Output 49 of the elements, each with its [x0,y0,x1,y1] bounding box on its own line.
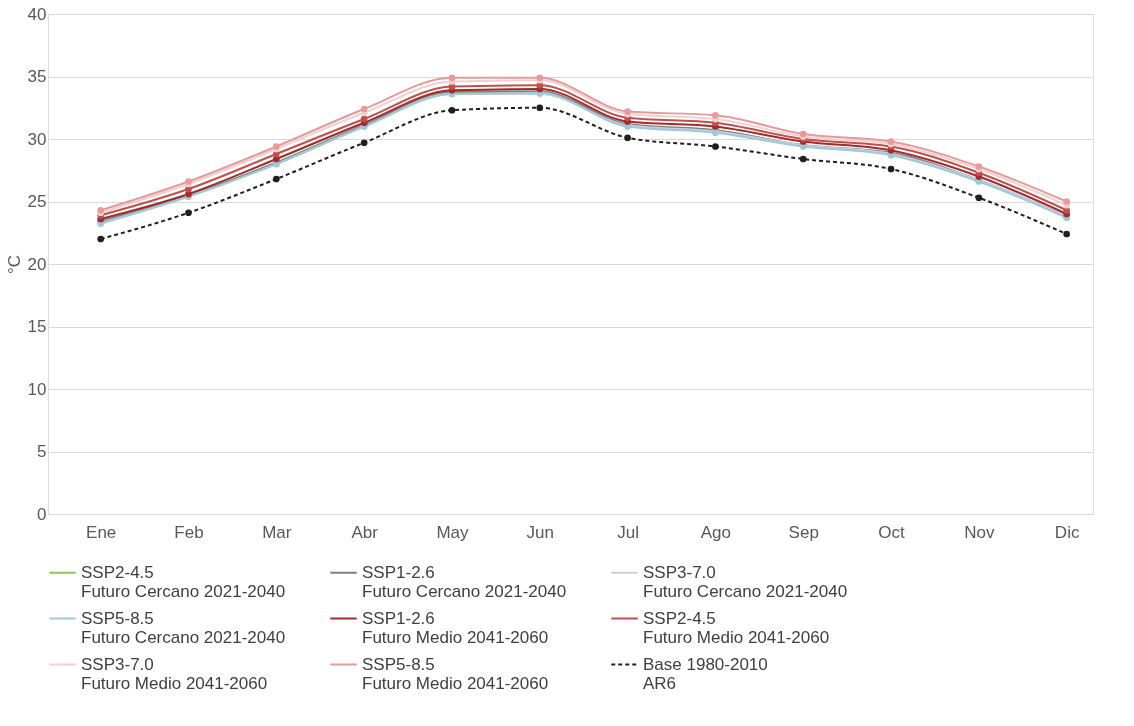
x-tick-label: Dic [1054,522,1080,542]
x-tick-label: Feb [174,522,204,542]
legend-label: SSP3-7.0 Futuro Cercano 2021-2040 [643,562,848,601]
point [360,115,368,123]
y-tick-label: 15 [27,317,47,336]
y-tick-label: 0 [37,504,47,524]
legend-label: SSP2-4.5 Futuro Medio 2041-2060 [643,608,830,647]
point [448,106,456,114]
x-tick-label: Jun [526,522,554,542]
y-tick-label: 35 [27,67,47,86]
x-tick-label: Nov [964,522,995,542]
point [799,155,807,163]
point [97,235,105,243]
y-tick-label: 25 [27,192,47,211]
y-tick-label: 5 [37,442,47,461]
point [448,74,456,82]
legend-label: SSP5-8.5 Futuro Medio 2041-2060 [362,654,549,693]
x-tick-label: Abr [351,522,379,542]
legend-label: SSP1-2.6 Futuro Cercano 2021-2040 [362,562,567,601]
point [975,194,983,202]
legend-label: SSP5-8.5 Futuro Cercano 2021-2040 [81,608,286,647]
x-tick-label: May [436,522,469,542]
x-tick-label: Jul [617,522,639,542]
point [712,143,719,150]
legend-label: SSP2-4.5 Futuro Cercano 2021-2040 [81,562,286,601]
x-tick-label: Mar [262,522,292,542]
point [1063,198,1071,205]
legend-label: Base 1980-2010 AR6 [643,654,768,693]
point [536,104,544,112]
y-tick-label: 20 [27,254,47,274]
legend-label: SSP3-7.0 Futuro Medio 2041-2060 [81,654,268,693]
point [712,111,719,119]
y-tick-label: 30 [27,129,47,149]
point [1063,230,1071,238]
x-tick-label: Oct [878,522,906,542]
point [185,185,192,193]
y-tick-label: 10 [27,379,47,399]
legend-label: SSP1-2.6 Futuro Medio 2041-2060 [362,608,549,647]
point [887,165,895,173]
y-tick-label: 40 [27,4,47,24]
x-tick-label: Sep [788,522,819,542]
x-tick-label: Ago [700,522,732,542]
point [360,105,368,113]
point [272,175,280,183]
point [185,209,192,217]
x-tick-label: Ene [86,522,117,542]
point [624,134,631,142]
point [360,139,368,147]
y-axis-title: °C [4,254,24,275]
